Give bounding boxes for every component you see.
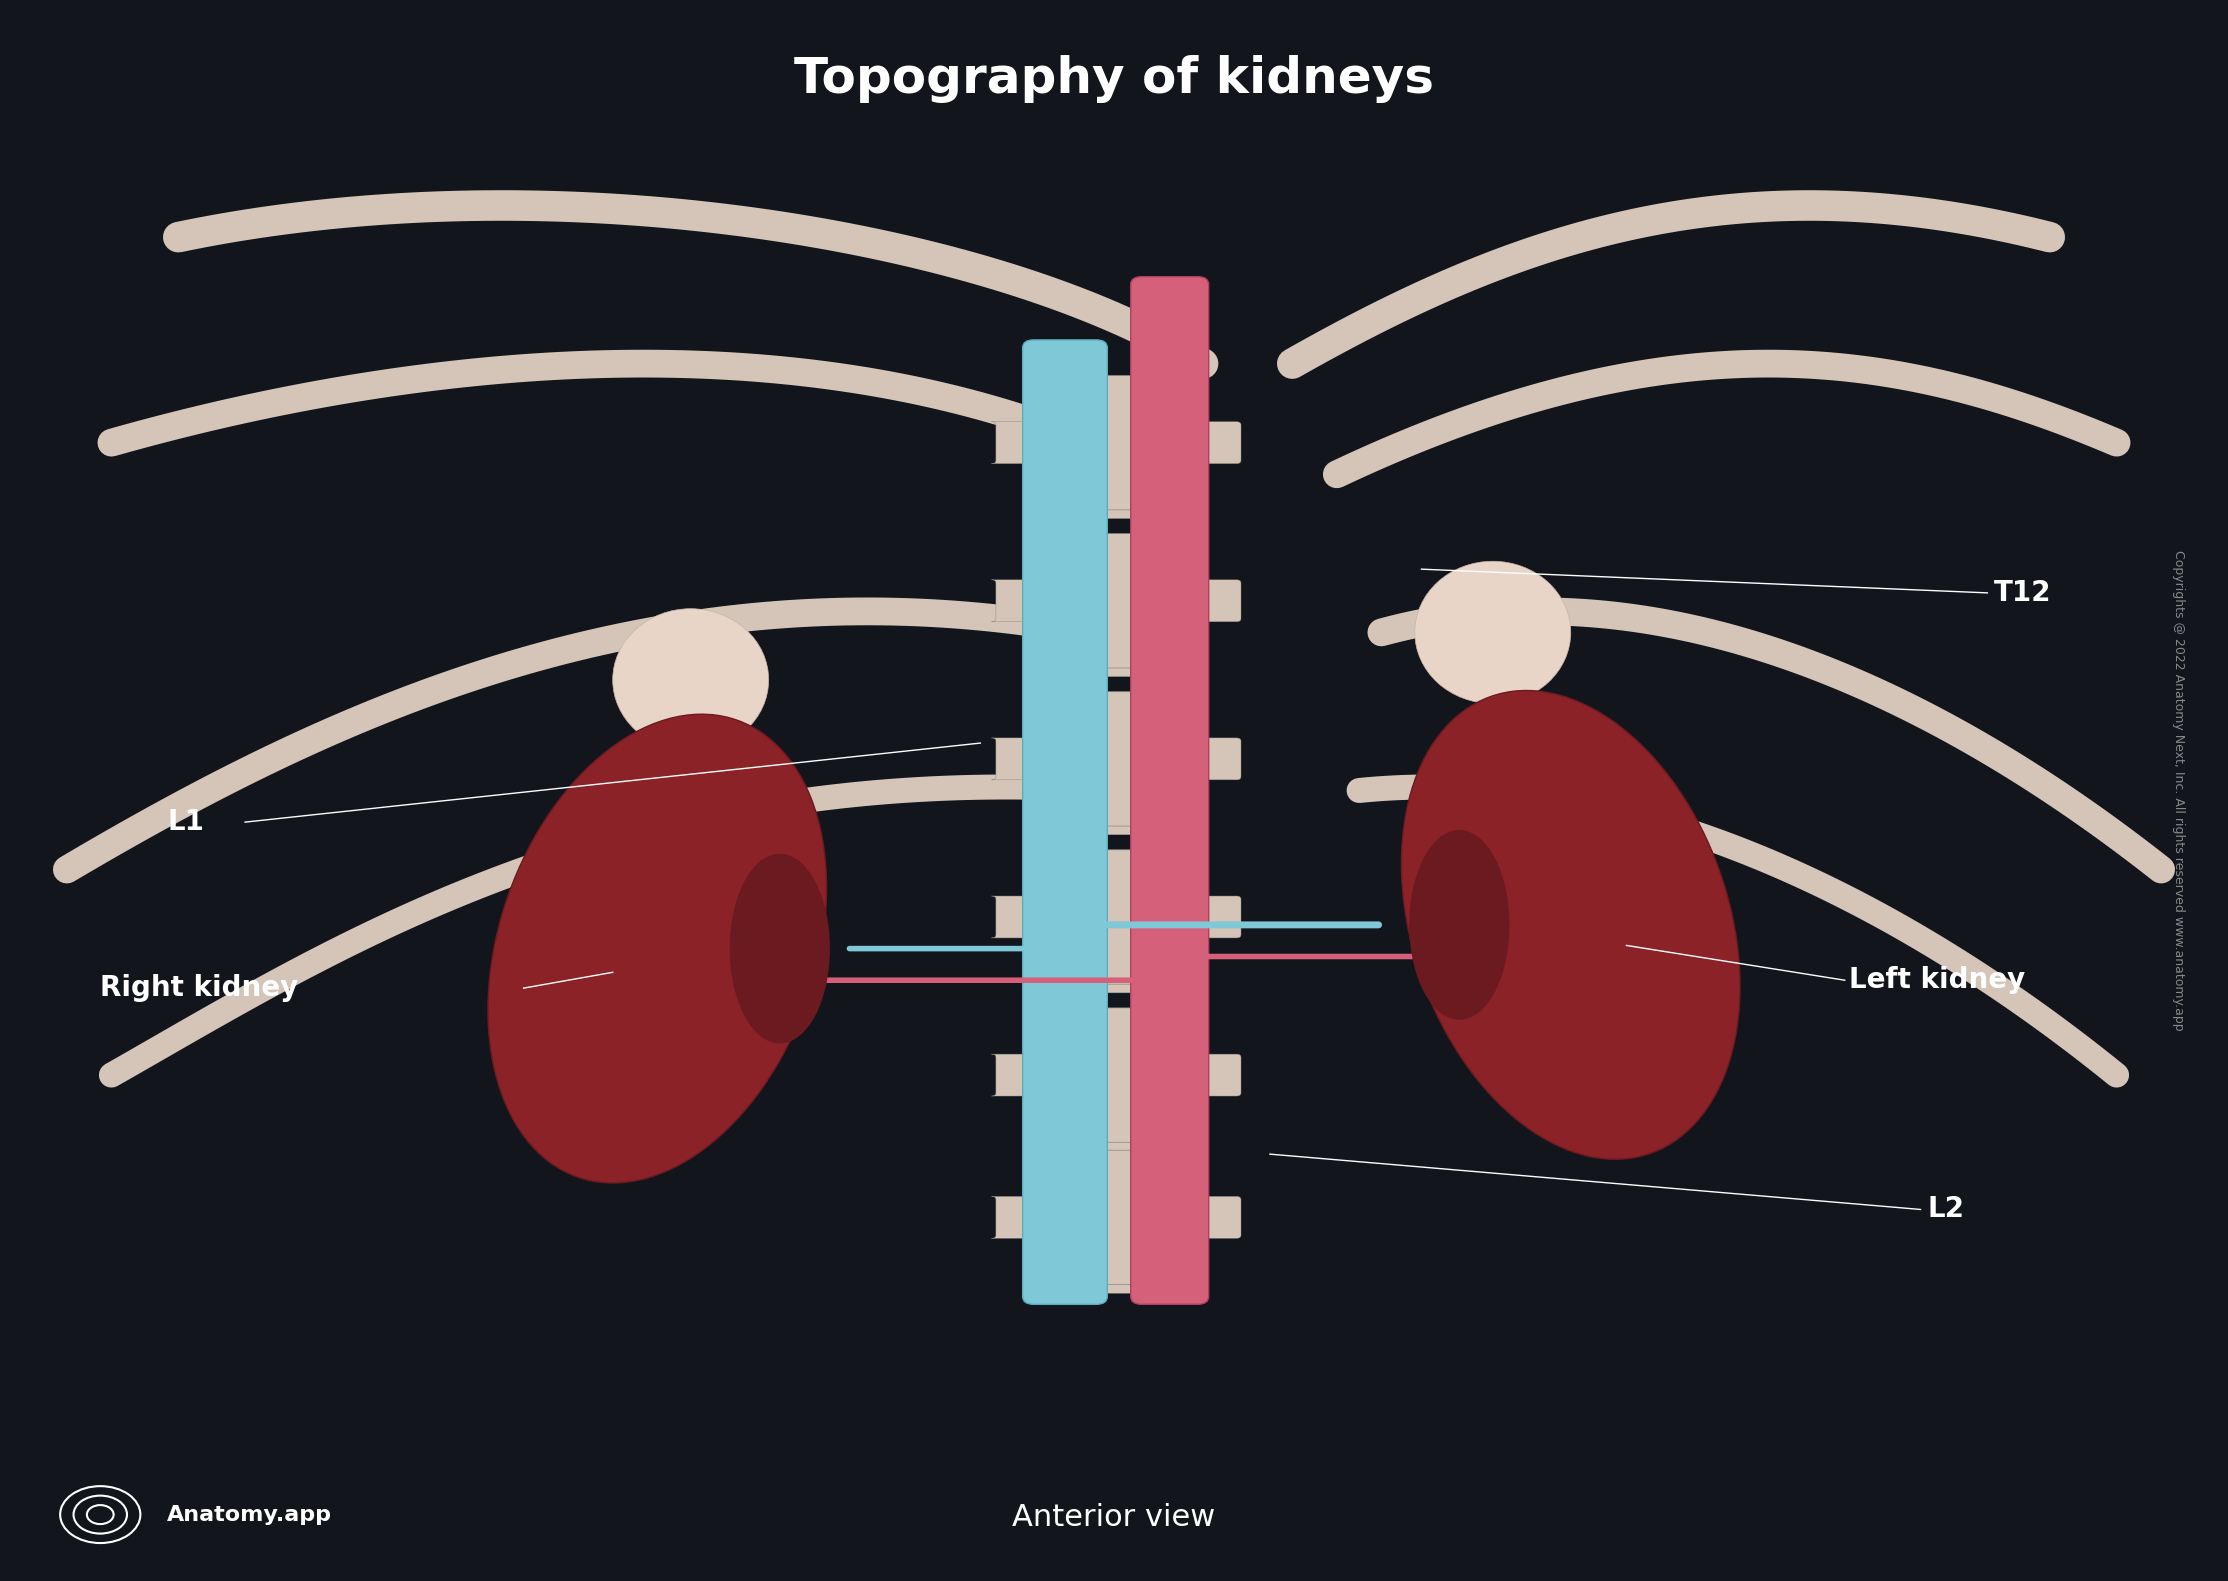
FancyBboxPatch shape bbox=[1172, 422, 1241, 463]
FancyBboxPatch shape bbox=[1040, 376, 1185, 509]
Ellipse shape bbox=[1410, 830, 1511, 1020]
FancyBboxPatch shape bbox=[991, 738, 1054, 779]
Text: Right kidney: Right kidney bbox=[100, 974, 299, 1002]
FancyBboxPatch shape bbox=[1089, 923, 1139, 993]
Text: Anatomy.app: Anatomy.app bbox=[167, 1505, 332, 1524]
Ellipse shape bbox=[488, 715, 827, 1183]
FancyBboxPatch shape bbox=[991, 422, 1054, 463]
Text: Topography of kidneys: Topography of kidneys bbox=[793, 55, 1435, 103]
FancyBboxPatch shape bbox=[991, 1055, 1054, 1096]
Ellipse shape bbox=[613, 609, 769, 751]
FancyBboxPatch shape bbox=[1040, 1009, 1185, 1141]
FancyBboxPatch shape bbox=[1023, 340, 1107, 1304]
FancyBboxPatch shape bbox=[1089, 609, 1139, 677]
FancyBboxPatch shape bbox=[1040, 534, 1185, 667]
Text: T12: T12 bbox=[1994, 579, 2052, 607]
Text: Left kidney: Left kidney bbox=[1849, 966, 2025, 994]
FancyBboxPatch shape bbox=[991, 1197, 1054, 1238]
Text: Copyrights @ 2022 Anatomy Next, Inc. All rights reserved www.anatomy.app: Copyrights @ 2022 Anatomy Next, Inc. All… bbox=[2172, 550, 2186, 1031]
FancyBboxPatch shape bbox=[1040, 692, 1185, 825]
Ellipse shape bbox=[1401, 691, 1740, 1159]
FancyBboxPatch shape bbox=[1172, 896, 1241, 938]
FancyBboxPatch shape bbox=[1089, 1224, 1139, 1293]
FancyBboxPatch shape bbox=[991, 580, 1054, 621]
FancyBboxPatch shape bbox=[1089, 1083, 1139, 1151]
Text: L2: L2 bbox=[1927, 1195, 1965, 1224]
FancyBboxPatch shape bbox=[1172, 580, 1241, 621]
FancyBboxPatch shape bbox=[1089, 451, 1139, 519]
FancyBboxPatch shape bbox=[1172, 738, 1241, 779]
Text: L1: L1 bbox=[167, 808, 205, 836]
Ellipse shape bbox=[1415, 561, 1571, 704]
Text: Anterior view: Anterior view bbox=[1012, 1504, 1216, 1532]
Ellipse shape bbox=[731, 854, 829, 1043]
FancyBboxPatch shape bbox=[1132, 277, 1210, 1304]
FancyBboxPatch shape bbox=[1089, 765, 1139, 835]
FancyBboxPatch shape bbox=[991, 896, 1054, 938]
FancyBboxPatch shape bbox=[1040, 1151, 1185, 1284]
FancyBboxPatch shape bbox=[1172, 1055, 1241, 1096]
FancyBboxPatch shape bbox=[1172, 1197, 1241, 1238]
FancyBboxPatch shape bbox=[1040, 849, 1185, 983]
